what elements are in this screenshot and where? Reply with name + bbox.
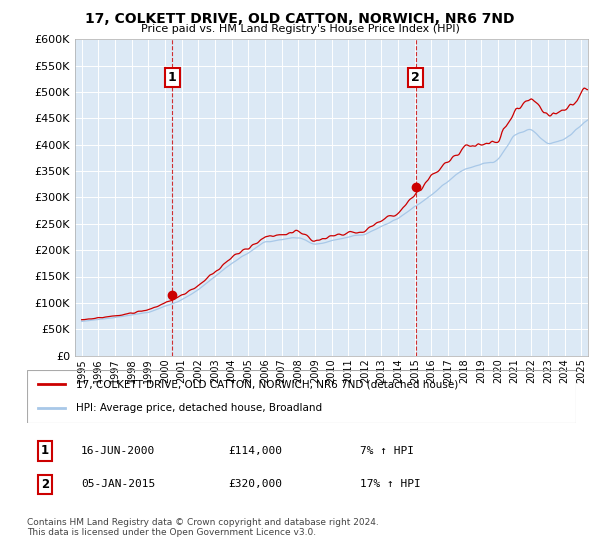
Text: 05-JAN-2015: 05-JAN-2015 bbox=[81, 479, 155, 489]
Text: 16-JUN-2000: 16-JUN-2000 bbox=[81, 446, 155, 456]
Text: Contains HM Land Registry data © Crown copyright and database right 2024.
This d: Contains HM Land Registry data © Crown c… bbox=[27, 518, 379, 538]
Text: 17, COLKETT DRIVE, OLD CATTON, NORWICH, NR6 7ND (detached house): 17, COLKETT DRIVE, OLD CATTON, NORWICH, … bbox=[76, 380, 458, 390]
Text: £114,000: £114,000 bbox=[228, 446, 282, 456]
Text: 1: 1 bbox=[168, 71, 176, 83]
Text: Price paid vs. HM Land Registry's House Price Index (HPI): Price paid vs. HM Land Registry's House … bbox=[140, 24, 460, 34]
Text: 17% ↑ HPI: 17% ↑ HPI bbox=[360, 479, 421, 489]
Text: 2: 2 bbox=[41, 478, 49, 491]
Text: HPI: Average price, detached house, Broadland: HPI: Average price, detached house, Broa… bbox=[76, 403, 323, 413]
Text: 7% ↑ HPI: 7% ↑ HPI bbox=[360, 446, 414, 456]
Text: 17, COLKETT DRIVE, OLD CATTON, NORWICH, NR6 7ND: 17, COLKETT DRIVE, OLD CATTON, NORWICH, … bbox=[85, 12, 515, 26]
Text: £320,000: £320,000 bbox=[228, 479, 282, 489]
Text: 2: 2 bbox=[412, 71, 420, 83]
Text: 1: 1 bbox=[41, 444, 49, 458]
